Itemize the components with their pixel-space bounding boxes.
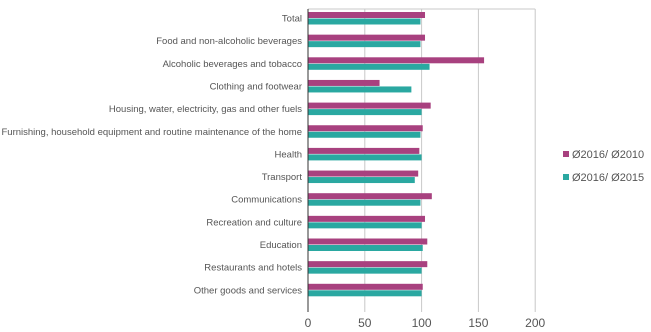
bar-series-2: [308, 109, 422, 116]
bar-series-2: [308, 63, 430, 70]
bar-series-2: [308, 267, 422, 274]
bar-series-1: [308, 193, 432, 200]
x-tick-label: 0: [305, 316, 312, 330]
bar-series-2: [308, 86, 412, 93]
bar-series-1: [308, 12, 426, 18]
bars: [308, 12, 485, 297]
bar-series-1: [308, 238, 428, 245]
legend: Ø2016/ Ø2010 Ø2016/ Ø2015: [563, 149, 644, 184]
bar-series-2: [308, 41, 421, 48]
category-label: Health: [275, 149, 302, 160]
category-label: Furnishing, household equipment and rout…: [1, 127, 302, 138]
bar-series-1: [308, 102, 431, 109]
x-tick-label: 50: [358, 316, 372, 330]
bar-series-1: [308, 34, 426, 41]
category-label: Total: [282, 14, 302, 25]
x-tick-label: 150: [468, 316, 488, 330]
bar-series-2: [308, 131, 421, 138]
category-label: Other goods and services: [194, 285, 303, 296]
bar-series-1: [308, 215, 426, 222]
category-label: Alcoholic beverages and tobacco: [163, 59, 302, 70]
bar-series-1: [308, 170, 419, 177]
bar-series-1: [308, 261, 428, 268]
legend-swatch: [563, 151, 569, 157]
legend-label: Ø2016/ Ø2010: [572, 149, 644, 161]
bar-series-2: [308, 199, 421, 206]
category-label: Food and non-alcoholic beverages: [156, 36, 302, 47]
bar-series-1: [308, 79, 380, 86]
category-labels: Total Food and non-alcoholic beverages Alc…: [1, 14, 302, 297]
bar-series-1: [308, 283, 423, 290]
category-label: Clothing and footwear: [210, 81, 302, 92]
bar-series-2: [308, 154, 422, 161]
category-label: Communications: [231, 195, 302, 206]
bar-series-2: [308, 245, 423, 251]
bar-series-1: [308, 125, 423, 132]
x-tick-label: 200: [525, 316, 545, 330]
category-label: Housing, water, electricity, gas and oth…: [109, 104, 302, 115]
x-tick-labels: 0 50 100 150 200: [305, 316, 546, 330]
category-label: Restaurants and hotels: [204, 263, 302, 274]
bar-series-1: [308, 147, 420, 154]
bar-series-2: [308, 18, 421, 25]
category-label: Education: [260, 240, 302, 251]
bar-series-2: [308, 290, 422, 297]
bar-series-2: [308, 177, 415, 184]
bar-series-2: [308, 222, 422, 229]
category-label: Transport: [262, 172, 303, 183]
legend-label: Ø2016/ Ø2015: [572, 172, 644, 184]
category-label: Recreation and culture: [206, 217, 302, 228]
x-tick-label: 100: [412, 316, 432, 330]
legend-swatch: [563, 174, 569, 180]
bar-series-1: [308, 57, 485, 64]
